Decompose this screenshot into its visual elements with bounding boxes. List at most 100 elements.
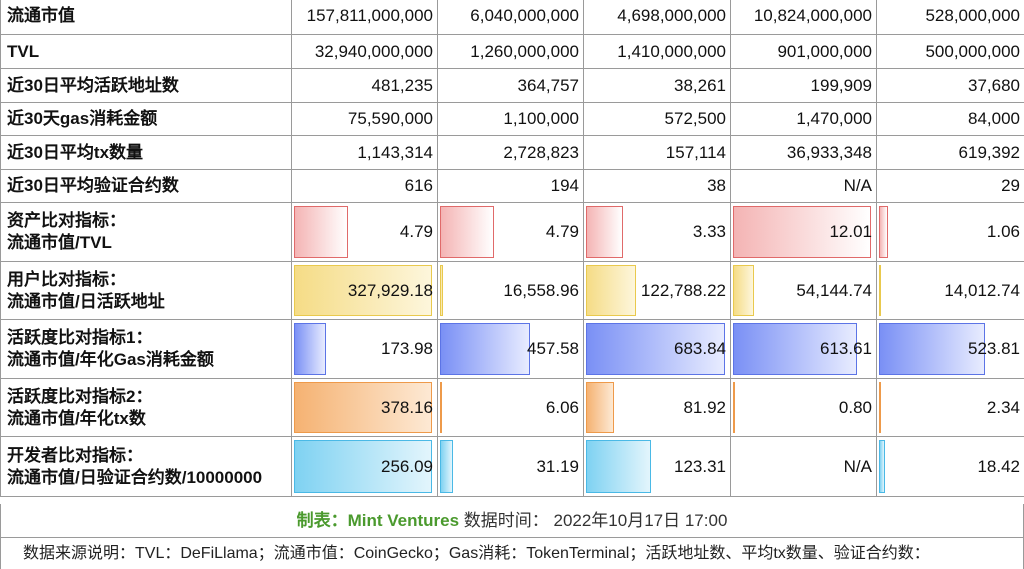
row-label: 活跃度比对指标1： 流通市值/年化Gas消耗金额 [0, 319, 292, 379]
row-label-text: 近30日平均验证合约数 [7, 176, 179, 195]
table-row: 活跃度比对指标1： 流通市值/年化Gas消耗金额 173.98 457.58 683.8… [0, 319, 1024, 379]
data-bar [440, 265, 444, 316]
table-row: 资产比对指标： 流通市值/TVL 4.79 4.79 3.33 12.01 1.06 [0, 202, 1024, 262]
cell-value: N/A [843, 456, 872, 476]
cell-value: 36,933,348 [786, 142, 872, 162]
data-bar [586, 323, 726, 375]
cell-value: 194 [550, 176, 579, 195]
table-row: 近30日平均验证合约数 616 194 38 N/A 29 [0, 169, 1024, 203]
cell-value: 364,757 [517, 75, 579, 95]
value-cell: 122,788.22 [583, 261, 731, 320]
row-label-line1: 用户比对指标： [7, 269, 126, 289]
row-label-line2: 流通市值/TVL [7, 233, 112, 252]
value-cell: 528,000,000 [876, 0, 1024, 35]
value-cell: 18.42 [876, 436, 1024, 497]
value-cell: 81.92 [583, 378, 731, 437]
cell-value: 327,929.18 [347, 280, 433, 300]
value-cell: 157,114 [583, 135, 731, 170]
value-cell: 75,590,000 [291, 102, 438, 136]
cell-value: 1,260,000,000 [470, 41, 579, 61]
row-label-line2: 流通市值/日验证合约数/10000000 [7, 467, 263, 487]
data-bar [879, 265, 881, 316]
table-row: 流通市值 157,811,000,000 6,040,000,000 4,698,00… [0, 0, 1024, 35]
data-bar [440, 206, 494, 258]
cell-value: 901,000,000 [777, 41, 872, 61]
row-label-text: TVL [7, 41, 40, 61]
cell-value: 10,824,000,000 [753, 6, 872, 25]
cell-value: 1,470,000 [796, 109, 872, 128]
row-label: 近30日平均活跃地址数 [0, 68, 292, 103]
cell-value: 38 [707, 176, 726, 195]
row-label: 用户比对指标： 流通市值/日活跃地址 [0, 261, 292, 320]
data-bar [879, 382, 881, 433]
value-cell: 16,558.96 [437, 261, 584, 320]
value-cell: 683.84 [583, 319, 731, 379]
row-label-line1: 开发者比对指标： [7, 445, 143, 465]
table-row: 活跃度比对指标2： 流通市值/年化tx数 378.16 6.06 81.92 0.80 2.… [0, 378, 1024, 437]
value-cell: 31.19 [437, 436, 584, 497]
row-label-text: 近30天gas消耗金额 [7, 109, 158, 128]
value-cell: 38 [583, 169, 731, 203]
value-cell: 2,728,823 [437, 135, 584, 170]
value-cell: 2.34 [876, 378, 1024, 437]
value-cell: 199,909 [730, 68, 877, 103]
cell-value: 616 [404, 176, 433, 195]
value-cell: 1,470,000 [730, 102, 877, 136]
cell-value: 16,558.96 [503, 280, 579, 300]
value-cell: 256.09 [291, 436, 438, 497]
cell-value: 0.80 [838, 397, 872, 417]
cell-value: 12.01 [829, 222, 872, 241]
data-bar [294, 206, 348, 258]
data-bar [586, 382, 615, 433]
data-bar [879, 206, 889, 258]
value-cell: 84,000 [876, 102, 1024, 136]
value-cell: 29 [876, 169, 1024, 203]
row-label: 开发者比对指标： 流通市值/日验证合约数/10000000 [0, 436, 292, 497]
value-cell: 6,040,000,000 [437, 0, 584, 35]
cell-value: 14,012.74 [944, 280, 1020, 300]
value-cell: 1,260,000,000 [437, 34, 584, 69]
cell-value: 619,392 [958, 142, 1020, 162]
cell-value: 37,680 [968, 75, 1020, 95]
cell-value: 2,728,823 [503, 142, 579, 162]
value-cell: 457.58 [437, 319, 584, 379]
row-label-line1: 资产比对指标： [7, 211, 126, 230]
cell-value: 4.79 [399, 222, 433, 241]
data-bar [294, 382, 433, 433]
cell-value: 173.98 [381, 339, 433, 358]
cell-value: 4,698,000,000 [617, 6, 726, 25]
table-row: 近30天gas消耗金额 75,590,000 1,100,000 572,500 1,4… [0, 102, 1024, 136]
credit-line: 制表：Mint Ventures 数据时间： 2022年10月17日 17:00 [0, 504, 1024, 537]
cell-value: 157,811,000,000 [306, 6, 433, 25]
value-cell: 3.33 [583, 202, 731, 262]
value-cell: 4.79 [291, 202, 438, 262]
data-bar [733, 323, 857, 375]
row-label-text: 近30日平均活跃地址数 [7, 75, 179, 95]
cell-value: 6,040,000,000 [470, 6, 579, 25]
cell-value: 123.31 [674, 456, 726, 476]
value-cell: 4,698,000,000 [583, 0, 731, 35]
data-bar [733, 265, 754, 316]
value-cell: 613.61 [730, 319, 877, 379]
data-source-note: 数据来源说明：TVL：DeFiLlama；流通市值：CoinGecko；Gas消… [0, 537, 1024, 569]
value-cell: 523.81 [876, 319, 1024, 379]
data-bar [586, 265, 637, 316]
value-cell: 481,235 [291, 68, 438, 103]
data-bar [294, 440, 433, 493]
credit-brand-label: 制表： [296, 511, 348, 530]
row-label-text: 近30日平均tx数量 [7, 142, 144, 162]
value-cell: 1.06 [876, 202, 1024, 262]
cell-value: 256.09 [381, 456, 433, 476]
data-bar [586, 206, 623, 258]
row-label: 资产比对指标： 流通市值/TVL [0, 202, 292, 262]
cell-value: 32,940,000,000 [314, 41, 433, 61]
row-label: 近30日平均tx数量 [0, 135, 292, 170]
data-bar [440, 440, 454, 493]
metrics-table-body: 流通市值 157,811,000,000 6,040,000,000 4,698,00… [0, 0, 1024, 497]
value-cell: 157,811,000,000 [291, 0, 438, 35]
value-cell: 1,100,000 [437, 102, 584, 136]
table-row: 近30日平均tx数量 1,143,314 2,728,823 157,114 36,93… [0, 135, 1024, 170]
row-label-line1: 活跃度比对指标2： [7, 386, 153, 406]
cell-value: 572,500 [664, 109, 726, 128]
row-label: 活跃度比对指标2： 流通市值/年化tx数 [0, 378, 292, 437]
